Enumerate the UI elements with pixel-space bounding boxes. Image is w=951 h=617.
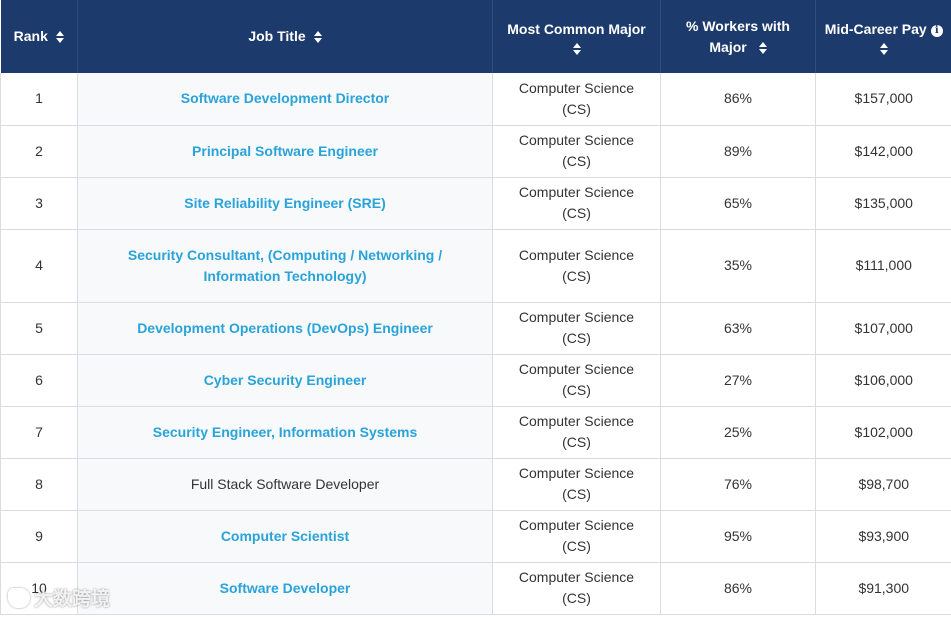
job-title-link[interactable]: Security Consultant, (Computing / Networ…	[127, 246, 443, 284]
major-cell: Computer Science (CS)	[492, 354, 661, 407]
job-title-link[interactable]: Computer Scientist	[220, 527, 350, 544]
table-row: 8 Full Stack Software Developer Computer S…	[0, 458, 951, 511]
column-header-major-label: Most Common Major	[507, 20, 646, 37]
column-header-job-title[interactable]: Job Title	[77, 0, 493, 73]
rank-cell: 8	[0, 458, 78, 511]
major-cell: Computer Science (CS)	[492, 406, 661, 459]
major-cell: Computer Science (CS)	[492, 510, 661, 563]
job-title-link[interactable]: Site Reliability Engineer (SRE)	[184, 194, 386, 211]
major-cell: Computer Science (CS)	[492, 125, 661, 178]
watermark-logo-icon	[8, 587, 30, 608]
table-row: 4 Security Consultant, (Computing / Netwo…	[0, 229, 951, 303]
column-header-job-title-label: Job Title	[248, 28, 306, 44]
pct-cell: 89%	[660, 125, 816, 178]
major-cell: Computer Science (CS)	[492, 177, 661, 230]
table-header-row: Rank Job Title Most Common Major % Worke…	[0, 0, 951, 73]
major-cell: Computer Science (CS)	[492, 229, 661, 303]
job-title-cell: Development Operations (DevOps) Engineer	[77, 302, 493, 355]
table-row: 1 Software Development Director Computer S…	[0, 73, 951, 126]
column-header-rank-label: Rank	[13, 28, 48, 44]
pct-cell: 86%	[660, 73, 816, 126]
info-icon[interactable]: i	[930, 24, 943, 37]
table-row: 10 Software Developer Computer Science (CS…	[0, 562, 951, 615]
pay-cell: $106,000	[815, 354, 951, 407]
watermark: 大数跨境	[8, 584, 110, 611]
column-header-pay-label: Mid-Career Pay	[824, 20, 927, 37]
table-row: 2 Principal Software Engineer Computer Sci…	[0, 125, 951, 178]
pct-cell: 27%	[660, 354, 816, 407]
job-title-text: Full Stack Software Developer	[190, 475, 380, 492]
rank-cell: 9	[0, 510, 78, 563]
pay-cell: $157,000	[815, 73, 951, 126]
rank-cell: 6	[0, 354, 78, 407]
job-title-link[interactable]: Cyber Security Engineer	[203, 371, 367, 388]
column-header-pay[interactable]: Mid-Career Pay i	[815, 0, 951, 73]
column-header-rank[interactable]: Rank	[0, 0, 78, 73]
rank-cell: 1	[0, 73, 78, 126]
rank-cell: 7	[0, 406, 78, 459]
pct-cell: 95%	[660, 510, 816, 563]
column-header-pct-label: % Workers with Major	[686, 17, 790, 55]
column-header-pct[interactable]: % Workers with Major	[660, 0, 816, 73]
job-title-link[interactable]: Software Developer	[219, 579, 351, 596]
major-cell: Computer Science (CS)	[492, 562, 661, 615]
job-title-cell: Security Consultant, (Computing / Networ…	[77, 229, 493, 303]
pct-cell: 86%	[660, 562, 816, 615]
job-title-cell: Full Stack Software Developer	[77, 458, 493, 511]
job-title-cell: Software Development Director	[77, 73, 493, 126]
pay-cell: $102,000	[815, 406, 951, 459]
pct-cell: 76%	[660, 458, 816, 511]
table-row: 3 Site Reliability Engineer (SRE) Computer…	[0, 177, 951, 230]
job-title-link[interactable]: Development Operations (DevOps) Engineer	[137, 319, 433, 336]
pay-cell: $98,700	[815, 458, 951, 511]
pay-cell: $93,900	[815, 510, 951, 563]
rank-cell: 3	[0, 177, 78, 230]
job-title-cell: Security Engineer, Information Systems	[77, 406, 493, 459]
pct-cell: 65%	[660, 177, 816, 230]
job-title-link[interactable]: Security Engineer, Information Systems	[152, 423, 418, 440]
job-title-link[interactable]: Software Development Director	[180, 90, 390, 107]
pay-cell: $135,000	[815, 177, 951, 230]
pay-cell: $142,000	[815, 125, 951, 178]
job-title-link[interactable]: Principal Software Engineer	[192, 142, 378, 159]
rank-cell: 2	[0, 125, 78, 178]
column-header-major[interactable]: Most Common Major	[492, 0, 661, 73]
pay-cell: $107,000	[815, 302, 951, 355]
job-title-cell: Software Developer	[77, 562, 493, 615]
sort-icon[interactable]	[879, 42, 888, 55]
sort-icon[interactable]	[55, 30, 64, 43]
table-row: 5 Development Operations (DevOps) Enginee…	[0, 302, 951, 355]
sort-icon[interactable]	[572, 42, 581, 55]
watermark-text: 大数跨境	[34, 589, 111, 610]
major-cell: Computer Science (CS)	[492, 73, 661, 126]
rank-cell: 5	[0, 302, 78, 355]
pct-cell: 35%	[660, 229, 816, 303]
job-title-cell: Principal Software Engineer	[77, 125, 493, 178]
sort-icon[interactable]	[313, 30, 322, 43]
pay-cell: $91,300	[815, 562, 951, 615]
table-row: 7 Security Engineer, Information Systems C…	[0, 406, 951, 459]
major-cell: Computer Science (CS)	[492, 302, 661, 355]
pay-cell: $111,000	[815, 229, 951, 303]
job-title-cell: Computer Scientist	[77, 510, 493, 563]
job-title-cell: Site Reliability Engineer (SRE)	[77, 177, 493, 230]
pct-cell: 63%	[660, 302, 816, 355]
sort-icon[interactable]	[758, 41, 767, 54]
rank-cell: 4	[0, 229, 78, 303]
table-row: 6 Cyber Security Engineer Computer Science…	[0, 354, 951, 407]
pct-cell: 25%	[660, 406, 816, 459]
table-row: 9 Computer Scientist Computer Science (CS)…	[0, 510, 951, 563]
major-cell: Computer Science (CS)	[492, 458, 661, 511]
job-title-cell: Cyber Security Engineer	[77, 354, 493, 407]
